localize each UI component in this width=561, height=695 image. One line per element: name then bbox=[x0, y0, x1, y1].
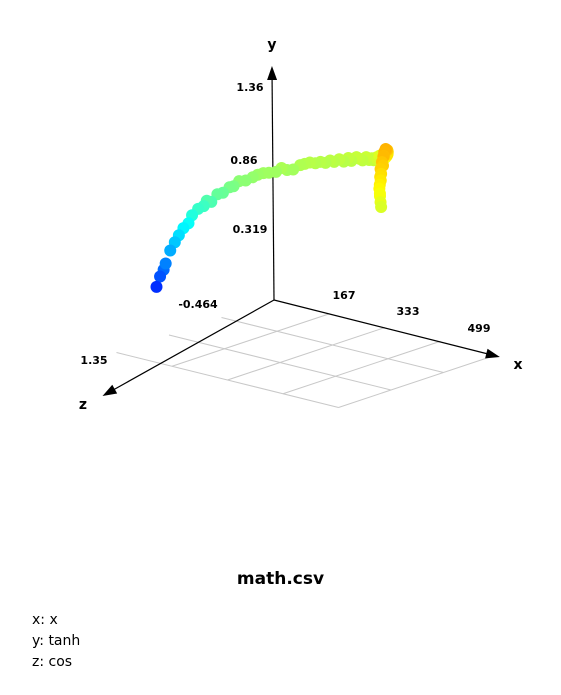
axes bbox=[102, 66, 500, 396]
y-axis-line bbox=[271, 69, 275, 301]
mapping-z: z: cos bbox=[32, 654, 73, 670]
grid-line bbox=[116, 352, 339, 408]
z-tick-label: 1.35 bbox=[80, 354, 107, 367]
grid-line bbox=[221, 317, 444, 373]
mapping-y-value: tanh bbox=[48, 633, 81, 649]
grid-line bbox=[227, 327, 386, 381]
grid-line bbox=[168, 334, 392, 391]
grid-line bbox=[282, 340, 441, 395]
z-axis-title: z bbox=[79, 397, 87, 413]
z-axis-line bbox=[105, 299, 275, 395]
y-tick-label: 1.36 bbox=[236, 81, 263, 94]
data-point bbox=[159, 257, 172, 270]
x-axis-line-arrowhead bbox=[485, 348, 500, 359]
data-point bbox=[154, 270, 167, 283]
grid-line bbox=[338, 354, 497, 408]
chart-title: math.csv bbox=[236, 569, 325, 589]
data-point bbox=[150, 280, 163, 293]
x-tick-label: 333 bbox=[397, 305, 420, 318]
y-tick-label: 0.319 bbox=[233, 223, 268, 236]
mapping-x: x: x bbox=[32, 612, 58, 628]
data-point bbox=[164, 244, 177, 257]
x-tick-label: 167 bbox=[333, 289, 356, 302]
axis-mapping-legend: x: x y: tanh z: cos bbox=[32, 610, 80, 673]
x-axis-line bbox=[273, 299, 497, 357]
mapping-x-value: x bbox=[49, 612, 58, 628]
mapping-z-value: cos bbox=[48, 654, 73, 670]
y-tick-label: 0.86 bbox=[230, 154, 257, 167]
data-points bbox=[150, 142, 394, 293]
grid-line bbox=[171, 313, 330, 367]
y-axis-line-arrowhead bbox=[267, 66, 278, 81]
x-tick-label: 499 bbox=[468, 322, 491, 335]
z-axis-line-arrowhead bbox=[102, 384, 118, 396]
axis-labels: x y z 167 333 499 -0.464 0.319 0.86 1.36 1.35 bbox=[79, 37, 523, 413]
scatter-3d-plot: x y z 167 333 499 -0.464 0.319 0.86 1.36 1.35 bbox=[79, 37, 523, 413]
data-point bbox=[375, 201, 388, 214]
floor-grid bbox=[116, 313, 497, 408]
x-axis-title: x bbox=[513, 357, 522, 373]
y-axis-title: y bbox=[267, 37, 276, 53]
mapping-y: y: tanh bbox=[32, 633, 81, 649]
y-tick-label: -0.464 bbox=[178, 298, 218, 311]
